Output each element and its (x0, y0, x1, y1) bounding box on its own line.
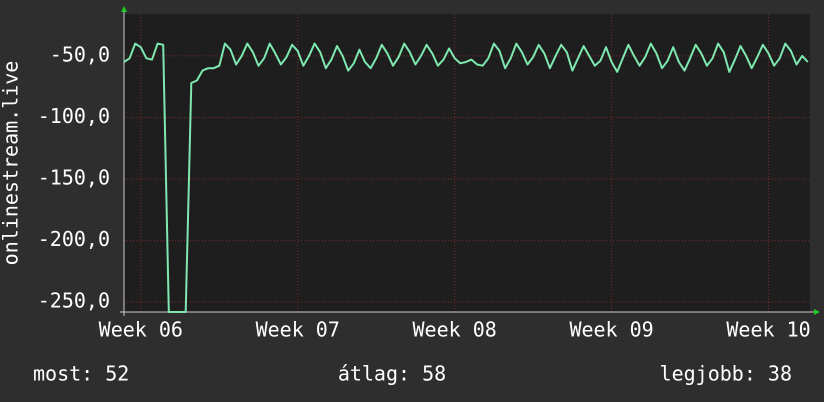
y-tick-label: -250,0 (38, 289, 110, 313)
footer-text: most: 52 (33, 362, 129, 386)
axis-arrow (121, 6, 127, 12)
x-tick-label: Week 06 (99, 318, 183, 342)
x-tick-label: Week 10 (726, 318, 810, 342)
y-tick-label: -100,0 (38, 104, 110, 128)
plot-area (124, 14, 810, 312)
y-tick-label: -50,0 (50, 42, 110, 66)
x-tick-label: Week 07 (256, 318, 340, 342)
axis-arrow (814, 309, 820, 315)
y-axis-title: onlinestream.live (0, 61, 23, 266)
data-line (123, 42, 809, 313)
footer-text: legjobb: 38 (660, 362, 792, 386)
x-tick-label: Week 09 (569, 318, 653, 342)
x-tick-label: Week 08 (413, 318, 497, 342)
y-tick-label: -200,0 (38, 227, 110, 251)
y-tick-label: -150,0 (38, 166, 110, 190)
footer-text: átlag: 58 (338, 362, 446, 386)
